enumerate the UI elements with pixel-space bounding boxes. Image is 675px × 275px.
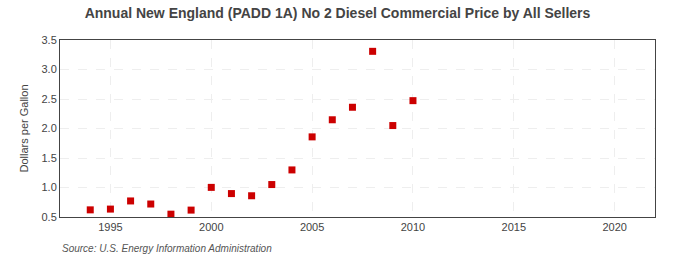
svg-text:2020: 2020 xyxy=(602,221,626,233)
svg-text:1.5: 1.5 xyxy=(42,152,57,164)
svg-text:2010: 2010 xyxy=(401,221,425,233)
svg-text:1.0: 1.0 xyxy=(42,181,57,193)
svg-text:2.5: 2.5 xyxy=(42,93,57,105)
svg-text:0.5: 0.5 xyxy=(42,211,57,223)
svg-text:3.5: 3.5 xyxy=(42,34,57,46)
svg-text:Annual New England (PADD 1A) N: Annual New England (PADD 1A) No 2 Diesel… xyxy=(85,5,591,21)
svg-text:1995: 1995 xyxy=(98,221,122,233)
svg-text:2005: 2005 xyxy=(300,221,324,233)
svg-text:2.0: 2.0 xyxy=(42,122,57,134)
svg-text:Source: U.S. Energy Informatio: Source: U.S. Energy Information Administ… xyxy=(62,243,272,254)
svg-text:2015: 2015 xyxy=(502,221,526,233)
svg-text:2000: 2000 xyxy=(199,221,223,233)
svg-text:Dollars per Gallon: Dollars per Gallon xyxy=(18,84,30,172)
svg-text:3.0: 3.0 xyxy=(42,63,57,75)
